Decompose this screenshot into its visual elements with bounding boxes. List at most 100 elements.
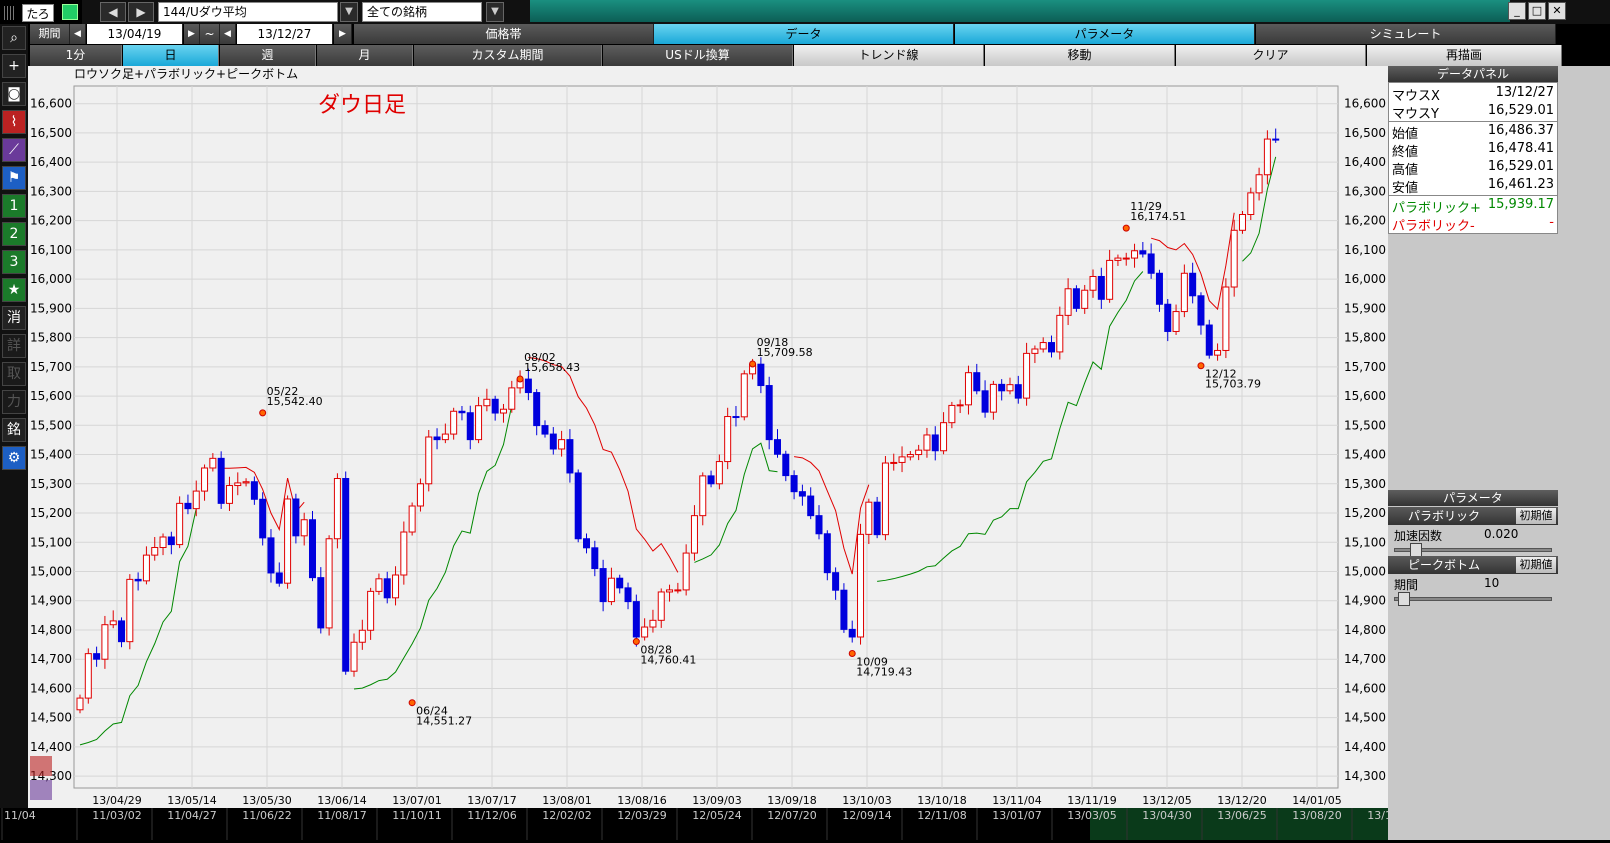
y-tick-label: 15,700 [1344, 360, 1386, 374]
peak-date-label: 08/02 [524, 351, 556, 364]
trendline-button[interactable]: トレンド線 [794, 45, 984, 66]
period-param-value[interactable]: 10 [1484, 576, 1500, 590]
universe-dropdown-icon[interactable]: ▼ [486, 2, 504, 22]
grip-icon[interactable] [4, 6, 16, 20]
close-icon[interactable]: ✕ [1548, 2, 1566, 20]
peakbottom-label: ピークボトム [1408, 558, 1481, 572]
y-tick-label: 15,700 [30, 360, 72, 374]
candle-body [607, 577, 615, 603]
candle-body [1048, 342, 1056, 353]
period-slider-handle[interactable] [1397, 592, 1410, 606]
instrument-field[interactable]: 144/Uダウ平均 [158, 2, 338, 22]
peakbottom-reset-button[interactable]: 初期値 [1516, 557, 1556, 573]
candle-body [1147, 253, 1155, 274]
trade-icon[interactable]: 取 [2, 362, 26, 386]
tab-1min[interactable]: 1分 [30, 45, 122, 66]
line-chart-icon[interactable]: ⟋ [2, 138, 26, 162]
next-date-button[interactable]: ▶ [184, 24, 200, 44]
gear-icon[interactable]: ⚙ [2, 446, 26, 470]
candle-body [1247, 192, 1255, 216]
timeline-label: 11/08/17 [317, 809, 366, 822]
accel-value[interactable]: 0.020 [1484, 527, 1519, 541]
candle-body [508, 387, 516, 410]
timeline-selection[interactable] [1090, 808, 1400, 840]
timeline-svg[interactable]: 11/04 11/03/02 11/04/27 11/06/22 11/08/17 11/… [0, 808, 1610, 840]
candle-body [790, 475, 798, 493]
magnifier-icon[interactable]: ⌕ [2, 26, 26, 50]
candle-body [1222, 286, 1230, 351]
exit-icon[interactable] [62, 4, 78, 20]
redraw-button[interactable]: 再描画 [1367, 45, 1562, 66]
period-slider[interactable] [1394, 592, 1552, 606]
candle-body [890, 461, 898, 464]
x-tick-label: 13/12/20 [1217, 794, 1266, 807]
tab-daily[interactable]: 日 [123, 45, 219, 66]
candle-body [1056, 314, 1064, 353]
y-tick-label: 14,800 [1344, 623, 1386, 637]
maximize-icon[interactable]: □ [1528, 2, 1546, 20]
y-tick-label: 15,900 [1344, 301, 1386, 315]
timeline-bar[interactable]: 11/04 11/03/02 11/04/27 11/06/22 11/08/17 11/… [0, 808, 1610, 840]
prev-instrument-button[interactable]: ◀ [100, 2, 126, 22]
candle-body [400, 531, 408, 576]
erase-icon[interactable]: 消 [2, 306, 26, 330]
clear-button[interactable]: クリア [1176, 45, 1366, 66]
tab-custom-period[interactable]: カスタム期間 [414, 45, 602, 66]
tab-weekly[interactable]: 週 [220, 45, 316, 66]
candlestick-chart[interactable]: 14,300 14,400 14,500 14,600 14,700 14,800 14,9… [28, 66, 1388, 808]
y-tick-label: 16,400 [30, 155, 72, 169]
three-icon[interactable]: 3 [2, 250, 26, 274]
sar-minus-line [221, 466, 305, 532]
candle-body [1114, 257, 1122, 261]
move-button[interactable]: 移動 [985, 45, 1175, 66]
from-date-field[interactable]: 13/04/19 [87, 24, 183, 44]
flag-icon[interactable]: ⚑ [2, 166, 26, 190]
bottom-date-label: 12/12 [1205, 368, 1237, 381]
candle-body [458, 410, 466, 414]
divider [1389, 121, 1557, 122]
accel-slider[interactable] [1394, 543, 1552, 557]
list-icon[interactable]: 詳 [2, 334, 26, 358]
universe-field[interactable]: 全ての銘柄 [362, 2, 482, 22]
accel-slider-handle[interactable] [1409, 543, 1422, 557]
one-icon[interactable]: 1 [2, 194, 26, 218]
minimize-icon[interactable]: _ [1508, 2, 1526, 20]
candle-chart-icon[interactable]: ⌇ [2, 110, 26, 134]
prev-date-button[interactable]: ◀ [70, 24, 86, 44]
input-icon[interactable]: 力 [2, 390, 26, 414]
two-icon[interactable]: 2 [2, 222, 26, 246]
tab-parameter[interactable]: パラメータ [955, 24, 1255, 44]
chart-area[interactable]: 14,300 14,400 14,500 14,600 14,700 14,800 14,9… [28, 66, 1388, 808]
candle-body [142, 554, 150, 582]
next-to-date-button[interactable]: ▶ [334, 24, 352, 44]
next-instrument-button[interactable]: ▶ [128, 2, 154, 22]
tab-simulate[interactable]: シミュレート [1256, 24, 1556, 44]
timeline-label: 11/06/22 [242, 809, 291, 822]
candle-body [624, 587, 632, 603]
candle-body [342, 478, 350, 672]
candle-body [956, 404, 964, 407]
x-tick-label: 13/10/18 [917, 794, 966, 807]
prev-to-date-button[interactable]: ◀ [220, 24, 236, 44]
stock-icon[interactable]: 銘 [2, 418, 26, 442]
chart-mode-line-icon[interactable] [30, 780, 52, 800]
bottom-date-label: 10/09 [856, 656, 888, 669]
crosshair-icon[interactable]: + [2, 54, 26, 78]
tab-monthly[interactable]: 月 [317, 45, 413, 66]
sar-minus-line [1151, 212, 1235, 311]
to-date-field[interactable]: 13/12/27 [237, 24, 333, 44]
tab-price-band[interactable]: 価格帯 [354, 24, 654, 44]
chart-mode-candle-icon[interactable] [30, 756, 52, 776]
parabolic-reset-button[interactable]: 初期値 [1516, 508, 1556, 524]
camera-icon[interactable]: ◙ [2, 82, 26, 106]
usd-convert-button[interactable]: USドル換算 [603, 45, 793, 66]
candle-body [583, 538, 591, 549]
data-panel: マウスX 13/12/27 マウスY 16,529.01 始値 16,486.37 終… [1388, 82, 1558, 234]
bottom-value-label: 14,719.43 [856, 666, 912, 679]
tab-data[interactable]: データ [654, 24, 954, 44]
candle-body [1014, 384, 1022, 399]
star-icon[interactable]: ★ [2, 278, 26, 302]
timeline-label: 11/03/02 [92, 809, 141, 822]
candle-body [923, 434, 931, 451]
instrument-dropdown-icon[interactable]: ▼ [340, 2, 358, 22]
